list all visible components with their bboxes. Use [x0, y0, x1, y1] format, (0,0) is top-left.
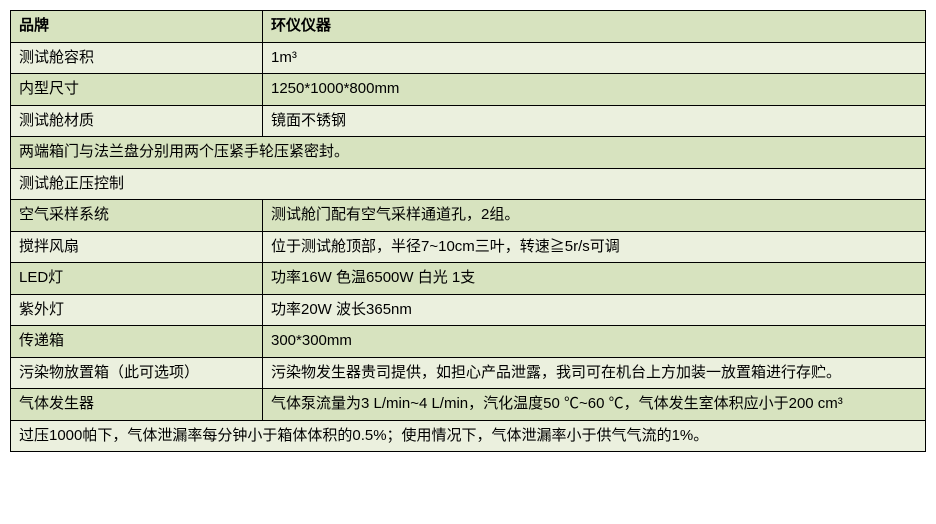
cell-label: 内型尺寸 [11, 74, 263, 106]
cell-label: 气体发生器 [11, 389, 263, 421]
cell-value: 300*300mm [263, 326, 926, 358]
cell-value: 1m³ [263, 42, 926, 74]
table-row: 测试舱材质 镜面不锈钢 [11, 105, 926, 137]
cell-label: 搅拌风扇 [11, 231, 263, 263]
table-row: 过压1000帕下，气体泄漏率每分钟小于箱体体积的0.5%；使用情况下，气体泄漏率… [11, 420, 926, 452]
table-row: 内型尺寸 1250*1000*800mm [11, 74, 926, 106]
cell-value: 镜面不锈钢 [263, 105, 926, 137]
cell-full: 过压1000帕下，气体泄漏率每分钟小于箱体体积的0.5%；使用情况下，气体泄漏率… [11, 420, 926, 452]
cell-value: 污染物发生器贵司提供，如担心产品泄露，我司可在机台上方加装一放置箱进行存贮。 [263, 357, 926, 389]
table-row: 传递箱 300*300mm [11, 326, 926, 358]
table-row: 气体发生器 气体泵流量为3 L/min~4 L/min，汽化温度50 ℃~60 … [11, 389, 926, 421]
table-row: 测试舱正压控制 [11, 168, 926, 200]
cell-full: 测试舱正压控制 [11, 168, 926, 200]
cell-label: 紫外灯 [11, 294, 263, 326]
cell-label: 测试舱材质 [11, 105, 263, 137]
table-row: 紫外灯 功率20W 波长365nm [11, 294, 926, 326]
spec-table-body: 品牌 环仪仪器 测试舱容积 1m³ 内型尺寸 1250*1000*800mm 测… [11, 11, 926, 452]
table-row: 污染物放置箱（此可选项） 污染物发生器贵司提供，如担心产品泄露，我司可在机台上方… [11, 357, 926, 389]
header-label: 品牌 [11, 11, 263, 43]
table-row: 空气采样系统 测试舱门配有空气采样通道孔，2组。 [11, 200, 926, 232]
cell-value: 位于测试舱顶部，半径7~10cm三叶，转速≧5r/s可调 [263, 231, 926, 263]
spec-table: 品牌 环仪仪器 测试舱容积 1m³ 内型尺寸 1250*1000*800mm 测… [10, 10, 926, 452]
cell-label: 污染物放置箱（此可选项） [11, 357, 263, 389]
cell-label: 测试舱容积 [11, 42, 263, 74]
header-value: 环仪仪器 [263, 11, 926, 43]
table-row: 测试舱容积 1m³ [11, 42, 926, 74]
cell-value: 1250*1000*800mm [263, 74, 926, 106]
cell-full: 两端箱门与法兰盘分别用两个压紧手轮压紧密封。 [11, 137, 926, 169]
cell-value: 测试舱门配有空气采样通道孔，2组。 [263, 200, 926, 232]
cell-label: 传递箱 [11, 326, 263, 358]
cell-value: 功率16W 色温6500W 白光 1支 [263, 263, 926, 295]
table-row: 两端箱门与法兰盘分别用两个压紧手轮压紧密封。 [11, 137, 926, 169]
cell-value: 功率20W 波长365nm [263, 294, 926, 326]
cell-value: 气体泵流量为3 L/min~4 L/min，汽化温度50 ℃~60 ℃，气体发生… [263, 389, 926, 421]
cell-label: 空气采样系统 [11, 200, 263, 232]
table-row: 品牌 环仪仪器 [11, 11, 926, 43]
cell-label: LED灯 [11, 263, 263, 295]
table-row: 搅拌风扇 位于测试舱顶部，半径7~10cm三叶，转速≧5r/s可调 [11, 231, 926, 263]
table-row: LED灯 功率16W 色温6500W 白光 1支 [11, 263, 926, 295]
